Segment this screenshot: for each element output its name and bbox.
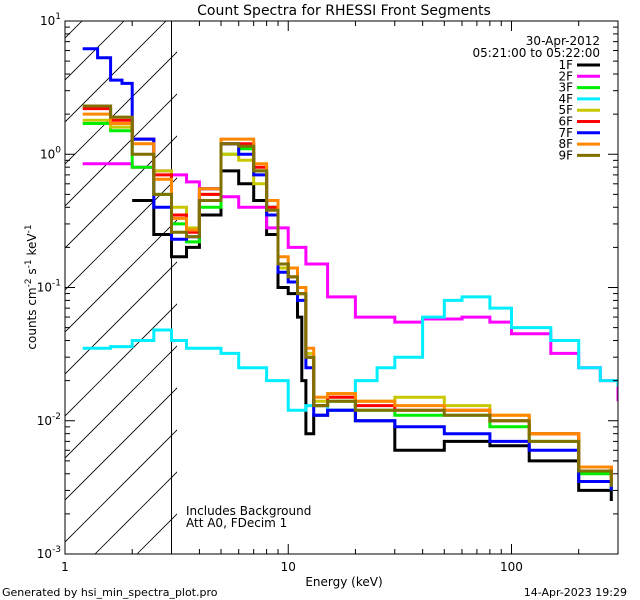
chart-title: Count Spectra for RHESSI Front Segments: [197, 3, 491, 19]
footer-generated: Generated by hsi_min_spectra_plot.pro: [2, 586, 218, 599]
y-tick-label: 100: [40, 145, 61, 161]
hatch-line: [221, 0, 640, 554]
hatch-line: [65, 177, 177, 291]
series-6F: [82, 107, 613, 482]
legend-label: 7F: [558, 126, 573, 140]
hatch-line: [65, 93, 177, 207]
hatch-line: [65, 219, 177, 333]
series-7F: [82, 47, 613, 491]
svg-text:counts cm-2 s-1 keV-1: counts cm-2 s-1 keV-1: [24, 224, 39, 349]
time-range-label: 05:21:00 to 05:22:00: [473, 46, 600, 60]
series-2F: [82, 162, 618, 402]
hatch-line: [65, 21, 167, 123]
x-tick-label: 100: [500, 560, 523, 574]
annotation-background: Includes Background: [186, 504, 311, 518]
y-tick-label: 101: [40, 12, 61, 28]
annotation-attenuator: Att A0, FDecim 1: [186, 516, 287, 530]
y-tick-label: 10-1: [37, 279, 61, 295]
legend-label: 5F: [558, 103, 573, 117]
date-label: 30-Apr-2012: [526, 34, 600, 48]
series-group: [82, 47, 618, 501]
plot-frame: [64, 20, 619, 555]
hatch-line: [65, 387, 177, 501]
x-tick-label: 1: [61, 560, 69, 574]
hatch-line: [65, 345, 177, 459]
y-tick-label: 10-2: [37, 412, 61, 428]
y-tick-label: 10-3: [37, 545, 61, 561]
legend-label: 9F: [558, 148, 573, 162]
x-tick-label: 10: [281, 560, 296, 574]
footer-timestamp: 14-Apr-2023 19:29: [524, 586, 627, 599]
legend-label: 4F: [558, 92, 573, 106]
hatch-line: [65, 429, 177, 543]
legend-label: 3F: [558, 81, 573, 95]
x-axis-label: Energy (keV): [305, 575, 382, 589]
hatched-region: [65, 0, 640, 554]
y-axis-label: counts cm-2 s-1 keV-1: [24, 224, 39, 349]
series-9F: [82, 104, 613, 487]
axes: 1 10 100 10-3 10-2 10-1 100 101: [37, 12, 619, 574]
legend-label: 6F: [558, 115, 573, 129]
hatch-line: [65, 51, 177, 165]
legend-label: 2F: [558, 69, 573, 83]
legend-label: 1F: [558, 58, 573, 72]
hatch-line: [65, 135, 177, 249]
legend-label: 8F: [558, 137, 573, 151]
